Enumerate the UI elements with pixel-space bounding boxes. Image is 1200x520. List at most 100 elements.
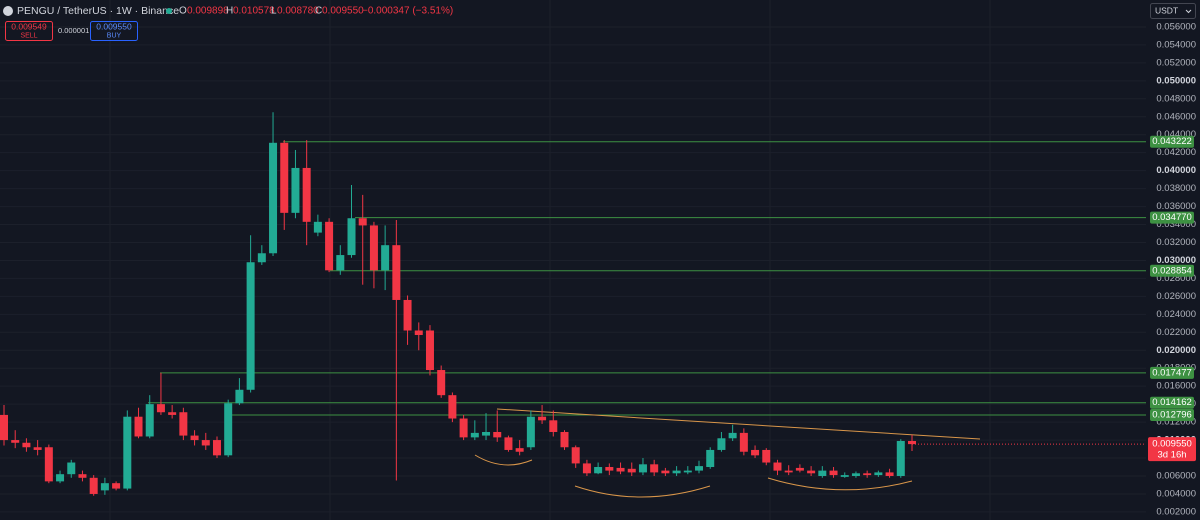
buy-label[interactable]: BUY [107,32,122,39]
y-tick-label: 0.028000 [1156,273,1196,284]
candle-body [728,432,737,439]
y-tick-label: 0.024000 [1156,309,1196,320]
y-tick-label: 0.044000 [1156,129,1196,140]
candle-body [22,442,31,448]
symbol: PENGU / TetherUS · 1W · Binance [17,5,179,17]
candle-body [851,473,860,476]
y-tick-label: 0.054000 [1156,39,1196,50]
level-badge [1150,135,1194,148]
candle-body [392,245,401,300]
candle-body [336,255,345,271]
y-tick-label: 0.026000 [1156,291,1196,302]
candle-body [818,470,827,476]
dropdown-arrow[interactable] [1185,9,1192,14]
sell-box[interactable] [5,21,53,41]
level-badge [1150,408,1194,421]
drawings [474,408,981,498]
candle-body [863,473,872,476]
level-badge [1150,211,1194,224]
candle-body [493,431,502,438]
y-tick-label: 0.040000 [1156,165,1196,176]
candle-body [459,418,468,438]
candle-body [134,416,143,437]
spread: 0.000001 [58,26,89,35]
y-tick-label: 0.050000 [1156,75,1196,86]
sell-button[interactable]: 0.009549 SELL [5,21,53,41]
currency[interactable]: USDT [1155,5,1178,15]
candle-body [145,404,154,437]
candle-body [313,221,322,233]
price-label: 0.009550 [1152,439,1192,450]
candle-body [369,225,378,271]
sell-price[interactable]: 0.009549 [11,21,47,31]
candle-body [717,438,726,450]
level-label: 0.012796 [1152,409,1192,420]
y-tick-label: 0.052000 [1156,57,1196,68]
currency-box[interactable] [1150,3,1196,19]
candle-body [762,449,771,463]
sell-label[interactable]: SELL [20,32,37,39]
ohlc-value: 0.010578 [233,6,275,17]
arc [474,454,533,466]
candle-body [179,412,188,436]
candle-body [526,416,535,448]
candle-body [56,474,65,482]
buy-box[interactable] [90,21,138,41]
candle-body [78,474,87,478]
levels-layer [148,141,1146,445]
candle-body [403,299,412,331]
candle-body [358,218,367,226]
candle-body [594,467,603,474]
candle-body [33,447,42,450]
y-tick-label: 0.032000 [1156,237,1196,248]
candle-body [246,262,255,390]
y-tick-label: 0.056000 [1156,21,1196,32]
candle-body [212,440,221,456]
y-tick-label: 0.030000 [1156,255,1196,266]
change: −0.000347 (−3.51%) [362,6,453,17]
candle-body [190,435,199,441]
candle-body [44,447,53,482]
candle-body [672,470,681,474]
candle-body [695,466,704,471]
candle-body [605,467,614,471]
level-badge [1150,396,1194,409]
candle-body [515,448,524,452]
grid-layer [0,26,1146,513]
candle-body [437,370,446,396]
candle-body [896,440,905,476]
candle-body [269,142,278,254]
y-tick-label: 0.016000 [1156,381,1196,392]
y-tick-label: 0.006000 [1156,471,1196,482]
y-tick-label: 0.042000 [1156,147,1196,158]
ohlc-value: 0.009898 [187,6,229,17]
arc [574,485,711,498]
buy-price[interactable]: 0.009550 [96,21,132,31]
candle-body [795,467,804,471]
level-label: 0.014162 [1152,397,1192,408]
candle-body [112,483,121,489]
candle-body [739,432,748,452]
candle-body [829,470,838,476]
ohlc-key: O [179,6,187,17]
candle-body [325,221,334,271]
y-tick-label: 0.004000 [1156,488,1196,499]
candle-body [504,437,513,450]
y-tick-label: 0.036000 [1156,201,1196,212]
y-tick-label: 0.048000 [1156,93,1196,104]
ohlc-key: L [271,6,277,17]
candle-body [885,472,894,476]
candle-body [302,167,311,222]
candle-body [168,412,177,415]
buy-button[interactable]: 0.009550 BUY [90,21,138,41]
candle-body [549,420,558,432]
price-badge [1148,437,1196,462]
candle-body [381,245,390,271]
currency-select[interactable]: USDT [1150,3,1196,19]
candle-body [224,403,233,456]
candle-body [773,462,782,471]
y-tick-label: 0.022000 [1156,327,1196,338]
candle-body [89,477,98,494]
ohlc-key: C [315,6,322,17]
